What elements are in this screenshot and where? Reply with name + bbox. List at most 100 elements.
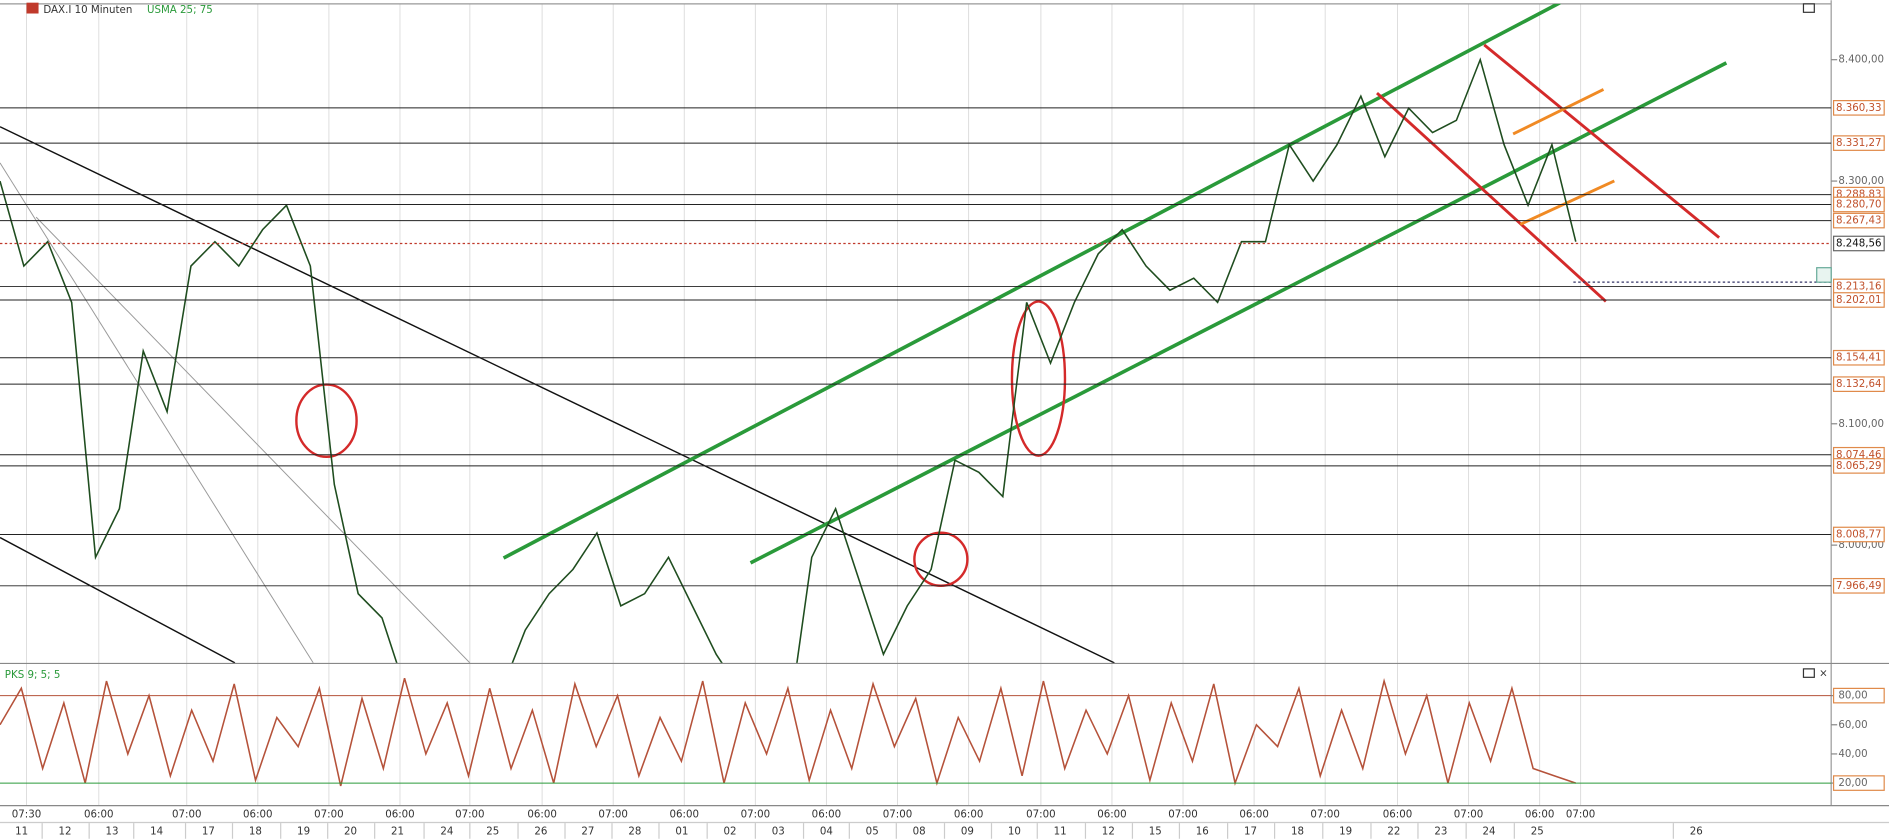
y-tick-label: 8.100,00	[1838, 418, 1884, 430]
trendline	[35, 216, 471, 663]
y-tick-label: 8.400,00	[1838, 54, 1884, 66]
date-label: 08	[913, 826, 926, 838]
time-label: 07:00	[172, 809, 202, 821]
highlight-circle	[1010, 300, 1067, 457]
level-label: 8.267,43	[1836, 215, 1882, 227]
price-line	[0, 677, 1577, 787]
y-tick-label: 8.300,00	[1838, 175, 1884, 187]
level-label: 8.213,16	[1836, 280, 1882, 292]
panel-title: PKS 9; 5; 5	[5, 669, 61, 681]
channel-line	[1376, 91, 1607, 303]
level-label-box	[1832, 212, 1885, 229]
date-label: 17	[1244, 826, 1257, 838]
date-label: 19	[297, 826, 310, 838]
trendline	[0, 162, 314, 663]
level-label-box	[1832, 196, 1885, 213]
level-label-box	[1832, 376, 1885, 392]
date-label: 23	[1434, 826, 1447, 838]
plot-area	[0, 57, 1577, 663]
time-label: 06:00	[1383, 809, 1413, 821]
date-label: 18	[1291, 826, 1304, 838]
date-label: 01	[675, 826, 688, 838]
time-label: 07:00	[598, 809, 628, 821]
date-label: 20	[344, 826, 357, 838]
level-label: 8.331,27	[1836, 137, 1882, 149]
trendline	[0, 536, 236, 663]
channel-line	[1512, 88, 1605, 136]
time-label: 06:00	[1239, 809, 1269, 821]
last-price-box	[1832, 235, 1885, 252]
time-label: 06:00	[812, 809, 841, 821]
date-label: 11	[15, 826, 28, 838]
y-tick-label: 80,00	[1838, 690, 1867, 702]
date-label: 26	[1690, 826, 1703, 838]
date-label: 09	[961, 826, 974, 838]
close-button[interactable]: ×	[1819, 668, 1828, 680]
level-label-box	[1832, 100, 1885, 116]
level-label: 8.280,70	[1836, 198, 1882, 210]
time-label: 07:00	[883, 809, 912, 821]
maximize-button[interactable]	[1802, 668, 1815, 678]
maximize-button[interactable]	[1802, 3, 1815, 13]
tool-icon[interactable]	[1816, 267, 1832, 283]
channel-line	[1519, 179, 1615, 226]
date-label: 12	[59, 826, 72, 838]
level-label: 8.202,01	[1836, 294, 1882, 306]
time-label: 06:00	[385, 809, 415, 821]
date-label: 21	[391, 826, 404, 838]
time-label: 07:00	[455, 809, 485, 821]
level-label-box	[1832, 458, 1885, 474]
level-label: 8.065,29	[1836, 460, 1882, 472]
date-label: 13	[106, 826, 119, 838]
date-label: 18	[249, 826, 262, 838]
date-label: 15	[1149, 826, 1162, 838]
indicator-label[interactable]: USMA 25; 75	[147, 4, 213, 16]
time-label: 07:30	[12, 809, 41, 821]
instrument-label[interactable]: DAX.I 10 Minuten	[43, 4, 132, 16]
time-label: 06:00	[243, 809, 272, 821]
channel-line	[749, 61, 1728, 565]
time-label: 07:00	[1026, 809, 1055, 821]
time-label: 07:00	[1566, 809, 1596, 821]
vertical-grid	[26, 3, 1582, 806]
last-price-label: 8.248,56	[1836, 237, 1882, 249]
date-label: 16	[1196, 826, 1209, 838]
date-label: 25	[486, 826, 499, 838]
date-label: 02	[724, 826, 737, 838]
y-tick-label: 40,00	[1838, 748, 1867, 760]
date-label: 24	[1483, 826, 1496, 838]
level-label: 8.008,77	[1836, 528, 1882, 540]
level-label-box	[1832, 349, 1885, 366]
date-label: 17	[202, 826, 215, 838]
level-label: 8.154,41	[1836, 352, 1882, 364]
time-label: 06:00	[1525, 809, 1555, 821]
level-label: 8.132,64	[1836, 378, 1882, 390]
level-label-box	[1832, 526, 1885, 543]
time-label: 07:00	[314, 809, 344, 821]
date-label: 04	[820, 826, 833, 838]
date-label: 19	[1339, 826, 1352, 838]
level-label: 8.074,46	[1836, 449, 1882, 461]
level-label-box	[1832, 687, 1885, 704]
time-label: 07:00	[741, 809, 771, 821]
level-label-box	[1832, 135, 1885, 151]
time-label: 07:00	[1454, 809, 1484, 821]
price-line	[0, 57, 1577, 663]
date-label: 03	[772, 826, 785, 838]
channel-line	[1483, 43, 1721, 239]
date-label: 26	[534, 826, 547, 838]
instrument-icon	[26, 2, 39, 14]
time-label: 06:00	[84, 809, 114, 821]
time-label: 06:00	[527, 809, 557, 821]
date-label: 14	[150, 826, 163, 838]
level-label-box	[1832, 292, 1885, 308]
date-label: 11	[1054, 826, 1067, 838]
level-label: 7.966,49	[1836, 580, 1882, 592]
level-label: 8.360,33	[1836, 102, 1882, 114]
date-label: 27	[581, 826, 594, 838]
time-label: 06:00	[1097, 809, 1127, 821]
date-label: 25	[1531, 826, 1544, 838]
time-label: 07:00	[1310, 809, 1340, 821]
date-label: 10	[1008, 826, 1021, 838]
